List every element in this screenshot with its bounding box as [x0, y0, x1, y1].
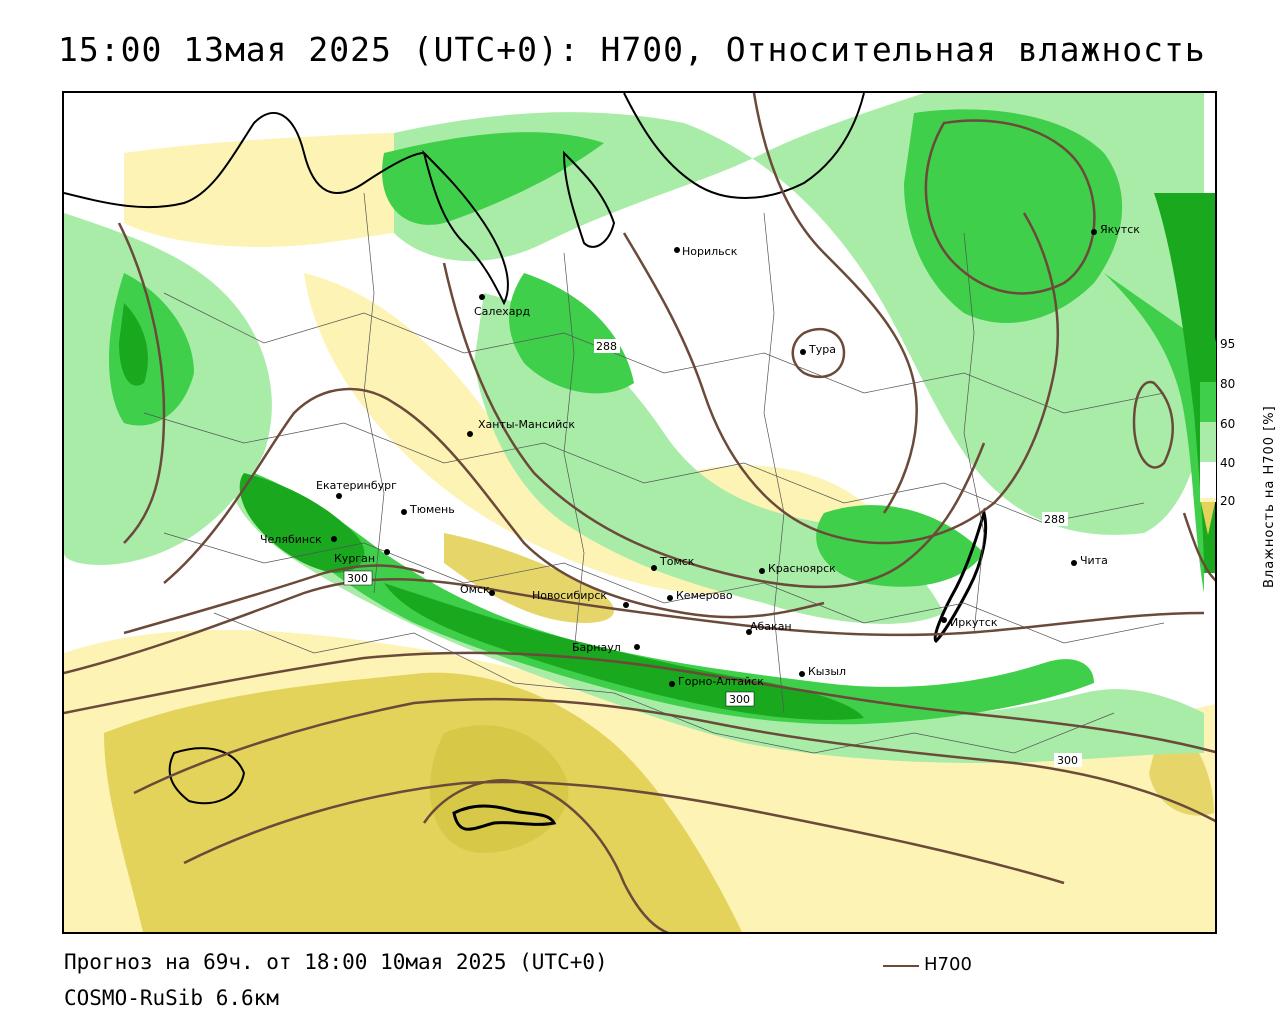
- colorbar-tick: 60: [1220, 417, 1236, 431]
- city-label: Новосибирск: [532, 589, 607, 602]
- coastline-north: [64, 112, 425, 209]
- colorbar-tick: 80: [1220, 377, 1236, 391]
- map-panel: 288 288 300 300 300 Салехард Норильск Як…: [62, 91, 1217, 934]
- legend-line-h700: [883, 965, 919, 967]
- humid-mid-north: [382, 132, 604, 225]
- city-label: Курган: [334, 552, 375, 565]
- contour-label: 288: [1044, 513, 1065, 526]
- contour-label: 300: [347, 572, 368, 585]
- coastline-taymyr: [562, 150, 616, 248]
- city-label: Абакан: [750, 620, 792, 633]
- city-label: Томск: [659, 555, 695, 568]
- coastline-kara: [623, 93, 865, 199]
- humid-mid-east: [904, 109, 1123, 323]
- colorbar-tick: 20: [1220, 494, 1236, 508]
- humid-dark-ural: [239, 473, 365, 573]
- humidity-colorbar: [1200, 305, 1216, 535]
- forecast-info: Прогноз на 69ч. от 18:00 10мая 2025 (UTC…: [64, 950, 608, 974]
- city-label: Салехард: [474, 305, 530, 318]
- city-label: Кемерово: [676, 589, 733, 602]
- dry-region-west-siberia-mid: [444, 533, 614, 623]
- city-markers: Салехард Норильск Якутск Тура Ханты-Манс…: [260, 223, 1140, 688]
- colorbar-title: Влажность на H700 [%]: [1262, 405, 1277, 588]
- city-label: Челябинск: [260, 533, 322, 546]
- city-label: Тура: [808, 343, 836, 356]
- colorbar-tick: 95: [1220, 337, 1236, 351]
- model-name: COSMO-RuSib 6.6км: [64, 986, 279, 1010]
- city-label: Иркутск: [950, 616, 998, 629]
- city-label: Екатеринбург: [316, 479, 397, 492]
- h700-contours: [64, 93, 1215, 932]
- dry-region-kazakh: [429, 725, 569, 853]
- city-label: Чита: [1080, 554, 1108, 567]
- humidity-map: 288 288 300 300 300 Салехард Норильск Як…: [64, 93, 1215, 932]
- contour-labels: 288 288 300 300 300: [343, 339, 1082, 767]
- dry-region-south-dark: [104, 672, 743, 932]
- city-label: Омск: [460, 583, 490, 596]
- humid-mid-east-coast: [1104, 273, 1204, 593]
- coastline-yamal: [422, 149, 509, 306]
- lake-balkhash: [452, 804, 557, 831]
- city-label: Норильск: [682, 245, 738, 258]
- city-label: Кызыл: [808, 665, 846, 678]
- city-label: Горно-Алтайск: [678, 675, 764, 688]
- contour-label: 288: [596, 340, 617, 353]
- city-label: Красноярск: [768, 562, 836, 575]
- legend-label: H700: [924, 954, 972, 975]
- humid-mid-center-north: [509, 273, 634, 394]
- contour-label: 300: [729, 693, 750, 706]
- city-label: Барнаул: [572, 641, 621, 654]
- contour-label: 300: [1057, 754, 1078, 767]
- city-label: Якутск: [1100, 223, 1140, 236]
- dry-region-west-siberia: [304, 273, 764, 594]
- lake-baikal: [933, 507, 988, 643]
- city-label: Ханты-Мансийск: [478, 418, 575, 431]
- chart-title: 15:00 13мая 2025 (UTC+0): H700, Относите…: [58, 30, 1206, 69]
- humid-dark-northwest: [119, 303, 148, 386]
- aral-sea: [168, 747, 246, 805]
- colorbar-tick: 40: [1220, 456, 1236, 470]
- humid-dark-belt: [384, 583, 864, 720]
- city-label: Тюмень: [409, 503, 455, 516]
- humid-dark-east: [1154, 193, 1215, 573]
